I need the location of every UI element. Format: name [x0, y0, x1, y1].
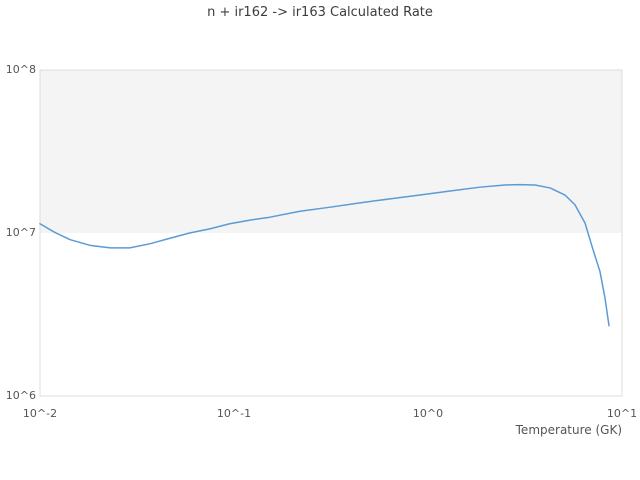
- chart-title: n + ir162 -> ir163 Calculated Rate: [207, 5, 433, 20]
- y-tick-label: 10^7: [5, 226, 36, 239]
- x-tick-label: 10^-2: [22, 407, 58, 420]
- log-decade-band: [40, 70, 622, 233]
- y-tick-label: 10^8: [5, 63, 36, 76]
- plot-border: [39, 69, 623, 397]
- x-tick-label: 10^-1: [216, 407, 252, 420]
- x-tick-label: 10^0: [412, 407, 444, 420]
- x-axis-label: Temperature (GK): [515, 423, 622, 437]
- rate-curve: [39, 183, 610, 327]
- y-tick-label: 10^6: [5, 389, 36, 402]
- x-tick-label: 10^1: [606, 407, 638, 420]
